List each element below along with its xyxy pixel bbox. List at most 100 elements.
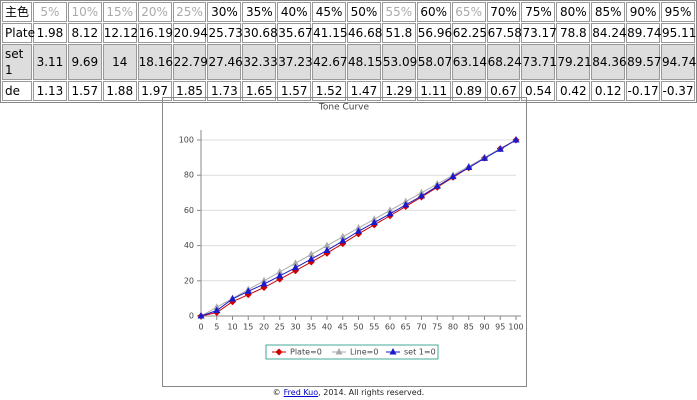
footer: © Fred Kuo, 2014. All rights reserved. — [0, 388, 697, 397]
x-tick-label: 65 — [401, 323, 411, 332]
table-row: Plate 1.98 8.12 12.12 16.19 20.94 25.73 30.68 35… — [2, 23, 696, 43]
data-point — [307, 250, 315, 257]
data-point — [307, 255, 315, 262]
cell: 25.73 — [207, 23, 243, 43]
data-point — [433, 182, 441, 189]
header-cell: 75% — [521, 2, 556, 22]
x-tick-label: 55 — [369, 323, 379, 332]
cell: 63.14 — [451, 44, 487, 80]
header-cell: 35% — [242, 2, 277, 22]
row-name: Plate — [2, 23, 35, 43]
data-point — [402, 200, 410, 208]
x-tick-label: 20 — [259, 323, 269, 332]
cell: 1.11 — [416, 81, 451, 101]
cell: 0.54 — [521, 81, 556, 101]
cell: 42.67 — [312, 44, 347, 80]
header-cell: 50% — [347, 2, 381, 22]
header-cell: 10% — [67, 2, 102, 22]
footer-prefix: © — [272, 388, 281, 397]
cell: 18.16 — [137, 44, 173, 80]
header-cell: 30% — [207, 2, 242, 22]
data-point — [276, 268, 284, 275]
data-point — [213, 303, 221, 310]
cell: 30.68 — [242, 23, 278, 43]
cell: 8.12 — [67, 23, 102, 43]
x-tick-label: 95 — [495, 323, 505, 332]
legend-label: Plate=0 — [290, 348, 322, 357]
x-tick-label: 80 — [448, 323, 458, 332]
data-point — [386, 209, 394, 217]
x-tick-label: 35 — [306, 323, 316, 332]
data-point — [465, 163, 473, 171]
header-cell: 5% — [33, 2, 67, 22]
data-point — [370, 218, 378, 226]
header-cell: 80% — [556, 2, 591, 22]
legend-marker — [335, 348, 343, 355]
cell: 51.8 — [381, 23, 416, 43]
cell: 37.23 — [277, 44, 313, 80]
x-tick-label: 60 — [385, 323, 395, 332]
table-row: set 1 3.11 9.69 14 18.16 22.79 27.46 32.33 37.23… — [2, 44, 696, 80]
data-point — [386, 206, 394, 213]
data-point — [244, 287, 252, 294]
cell: 35.67 — [277, 23, 313, 43]
cell: 1.47 — [347, 81, 381, 101]
row-name: de — [2, 81, 32, 101]
cell: 1.88 — [102, 81, 137, 101]
x-tick-label: 85 — [464, 323, 474, 332]
data-point — [339, 232, 347, 240]
cell: 94.74 — [661, 44, 696, 80]
cell: 84.36 — [591, 44, 627, 80]
cell: 1.57 — [277, 81, 312, 101]
x-tick-label: 75 — [432, 323, 442, 332]
data-point — [481, 154, 488, 161]
header-cell: 95% — [661, 2, 695, 22]
data-point — [355, 227, 362, 234]
cell: 3.11 — [33, 44, 67, 80]
data-point — [449, 172, 457, 180]
cell: 41.15 — [312, 23, 347, 43]
x-tick-label: 50 — [353, 323, 363, 332]
header-cell: 55% — [381, 2, 416, 22]
data-table: 主色 5% 10% 15% 20% 25% 30% 35% 40% 45% 50% 55% 60% 65%… — [0, 0, 697, 103]
cell: 1.73 — [207, 81, 242, 101]
cell: 1.29 — [381, 81, 416, 101]
data-point — [370, 215, 378, 222]
chart: Tone Curve 0 20 40 60 80 100 0 5 10 15 20 25 30 35 40 4… — [179, 103, 524, 360]
x-tick-label: 5 — [214, 323, 219, 332]
data-point — [323, 241, 331, 249]
cell: 1.98 — [33, 23, 67, 43]
header-cell: 主色 — [2, 2, 32, 22]
cell: 67.58 — [486, 23, 522, 43]
data-point — [512, 136, 520, 143]
legend-label: Line=0 — [350, 348, 378, 357]
cell: 14 — [102, 44, 137, 80]
legend-box — [265, 344, 439, 360]
data-point — [323, 246, 331, 253]
legend-marker — [389, 348, 397, 355]
legend-marker — [275, 348, 283, 356]
data-point — [229, 294, 236, 302]
cell: -0.37 — [661, 81, 695, 101]
author-link[interactable]: Fred Kuo — [283, 388, 319, 397]
header-cell: 90% — [626, 2, 661, 22]
header-cell: 70% — [486, 2, 521, 22]
cell: 56.96 — [416, 23, 452, 43]
cell: 89.74 — [626, 23, 662, 43]
y-tick-label: 0 — [189, 312, 194, 321]
cell: 95.11 — [661, 23, 696, 43]
cell: 9.69 — [67, 44, 102, 80]
cell: 32.33 — [242, 44, 278, 80]
data-point — [496, 145, 504, 152]
header-cell: 85% — [591, 2, 626, 22]
table-row: de 1.13 1.57 1.88 1.97 1.85 1.73 1.65 1.57 1.52 1.… — [2, 81, 695, 101]
x-tick-label: 25 — [275, 323, 285, 332]
x-tick-label: 10 — [227, 323, 237, 332]
y-tick-label: 60 — [184, 206, 194, 215]
data-point — [418, 191, 425, 199]
cell: 62.25 — [451, 23, 487, 43]
y-tick-label: 40 — [184, 241, 194, 250]
cell: -0.17 — [626, 81, 661, 101]
header-cell: 20% — [137, 2, 172, 22]
cell: 1.85 — [172, 81, 207, 101]
